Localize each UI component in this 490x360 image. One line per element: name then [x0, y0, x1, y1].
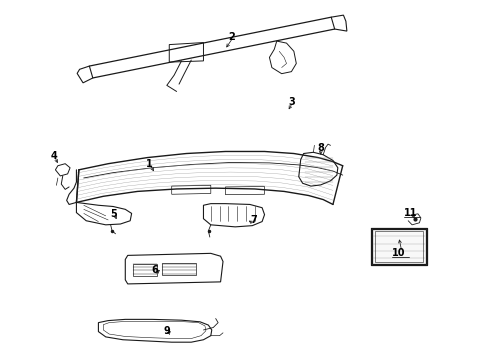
Text: 10: 10	[392, 248, 406, 258]
Text: 7: 7	[250, 215, 257, 225]
Text: 11: 11	[404, 208, 418, 219]
Text: 2: 2	[228, 32, 235, 41]
Text: 3: 3	[288, 97, 295, 107]
Text: 6: 6	[151, 265, 158, 275]
Text: 5: 5	[111, 209, 118, 219]
Text: 1: 1	[147, 159, 153, 169]
Text: 4: 4	[51, 151, 58, 161]
Text: 8: 8	[318, 143, 324, 153]
Polygon shape	[372, 229, 426, 264]
Text: 9: 9	[164, 326, 170, 336]
